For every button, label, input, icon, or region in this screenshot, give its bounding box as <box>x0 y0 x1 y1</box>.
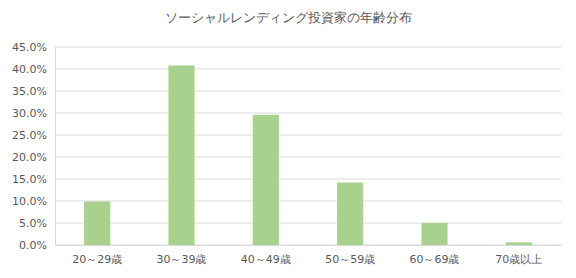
y-tick-label: 40.0% <box>12 63 47 76</box>
y-tick: 10.0% <box>12 195 55 208</box>
y-tick-label: 25.0% <box>12 129 47 142</box>
plot: 0.0% 5.0% 10.0% 15.0% 20.0% 25.0% 30.0% 35.0% 40… <box>12 41 561 266</box>
x-tick-label: 40～49歳 <box>241 253 291 266</box>
x-tick: 20～29歳 <box>72 245 122 266</box>
bar <box>421 223 447 245</box>
grid-line <box>55 91 561 92</box>
grid-line <box>55 69 561 70</box>
y-tick: 45.0% <box>12 41 55 54</box>
y-axis-line <box>55 48 56 246</box>
x-tick: 70歳以上 <box>495 245 542 266</box>
title: ソーシャルレンディング投資家の年齢分布 <box>165 10 412 25</box>
y-tick: 5.0% <box>19 217 55 230</box>
bar <box>253 115 279 245</box>
x-tick-label: 50～59歳 <box>325 253 375 266</box>
bars <box>84 65 532 245</box>
x-tick: 30～39歳 <box>157 245 207 266</box>
y-tick-label: 15.0% <box>12 173 47 186</box>
y-axis: 0.0% 5.0% 10.0% 15.0% 20.0% 25.0% 30.0% 35.0% 40… <box>12 41 55 252</box>
y-tick: 30.0% <box>12 107 55 120</box>
y-tick: 35.0% <box>12 85 55 98</box>
bar <box>84 201 110 245</box>
grid <box>55 47 561 245</box>
grid-line <box>55 201 561 202</box>
x-axis-line <box>56 245 562 246</box>
y-tick: 20.0% <box>12 151 55 164</box>
y-tick-label: 20.0% <box>12 151 47 164</box>
y-tick: 40.0% <box>12 63 55 76</box>
grid-line <box>55 179 561 180</box>
x-axis: 20～29歳 30～39歳 40～49歳 50～59歳 60～69歳 70歳以上 <box>56 245 562 266</box>
x-tick: 40～49歳 <box>241 245 291 266</box>
y-tick-label: 30.0% <box>12 107 47 120</box>
x-tick-label: 30～39歳 <box>157 253 207 266</box>
y-tick: 0.0% <box>19 239 55 252</box>
y-tick-label: 0.0% <box>19 239 47 252</box>
y-tick-label: 10.0% <box>12 195 47 208</box>
x-tick: 50～59歳 <box>325 245 375 266</box>
x-tick-label: 20～29歳 <box>72 253 122 266</box>
y-tick-label: 45.0% <box>12 41 47 54</box>
grid-line <box>55 223 561 224</box>
bar <box>506 242 532 245</box>
y-tick: 25.0% <box>12 129 55 142</box>
bar <box>337 183 363 245</box>
x-tick-label: 70歳以上 <box>495 253 542 266</box>
x-tick-label: 60～69歳 <box>410 253 460 266</box>
bar <box>168 65 194 245</box>
grid-line <box>55 245 561 246</box>
y-tick: 15.0% <box>12 173 55 186</box>
grid-line <box>55 113 561 114</box>
x-tick: 60～69歳 <box>410 245 460 266</box>
grid-line <box>55 135 561 136</box>
y-tick-label: 35.0% <box>12 85 47 98</box>
grid-line <box>55 157 561 158</box>
grid-line <box>55 47 561 48</box>
y-tick-label: 5.0% <box>19 217 47 230</box>
chart: ソーシャルレンディング投資家の年齢分布 0.0% 5.0% 10.0% 15.0% 20.… <box>0 0 576 278</box>
